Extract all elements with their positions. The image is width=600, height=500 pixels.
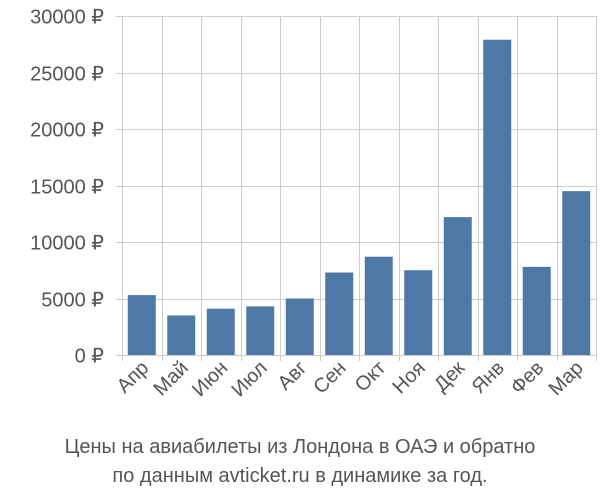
bar [364,256,393,355]
bar [167,315,196,355]
bar [562,191,591,355]
bar [443,217,472,355]
y-tick-label: 20000 ₽ [30,120,104,142]
y-tick-label: 30000 ₽ [30,7,104,29]
bar [285,298,314,355]
bars [127,39,591,355]
x-tick-label: Мар [545,357,588,400]
x-tick-label: Апр [113,357,154,398]
x-tick-label: Сен [309,357,350,398]
x-tick-label: Авг [274,357,312,395]
y-axis-ticks: 0 ₽ 5000 ₽ 10000 ₽ 15000 ₽ 20000 ₽ 25000 ₽ 300… [30,7,104,368]
y-tick-label: 5000 ₽ [41,290,104,312]
x-tick-label: Ноя [388,357,429,398]
bar-chart: 0 ₽ 5000 ₽ 10000 ₽ 15000 ₽ 20000 ₽ 25000 ₽ 300… [30,7,597,401]
bar [522,266,551,355]
bar [325,272,354,355]
bar [483,39,512,355]
y-tick-label: 25000 ₽ [30,64,104,86]
x-tick-label: Фев [507,357,549,399]
x-tick-label: Июн [188,357,232,401]
y-tick-label: 10000 ₽ [30,233,104,255]
bar [206,308,235,355]
bar [127,295,156,355]
bar [246,306,275,355]
x-tick-label: Май [150,357,193,400]
y-tick-label: 15000 ₽ [30,177,104,199]
grid-lines [116,16,597,361]
x-tick-label: Июл [228,357,272,401]
chart-caption-line-1: Цены на авиабилеты из Лондона в ОАЭ и об… [64,436,536,458]
chart-caption-line-2: по данным avticket.ru в динамике за год. [112,465,488,487]
bar [404,270,433,355]
x-tick-label: Дек [430,357,469,396]
x-tick-label: Окт [351,357,390,396]
y-tick-label: 0 ₽ [75,346,105,368]
x-tick-label: Янв [468,357,509,398]
